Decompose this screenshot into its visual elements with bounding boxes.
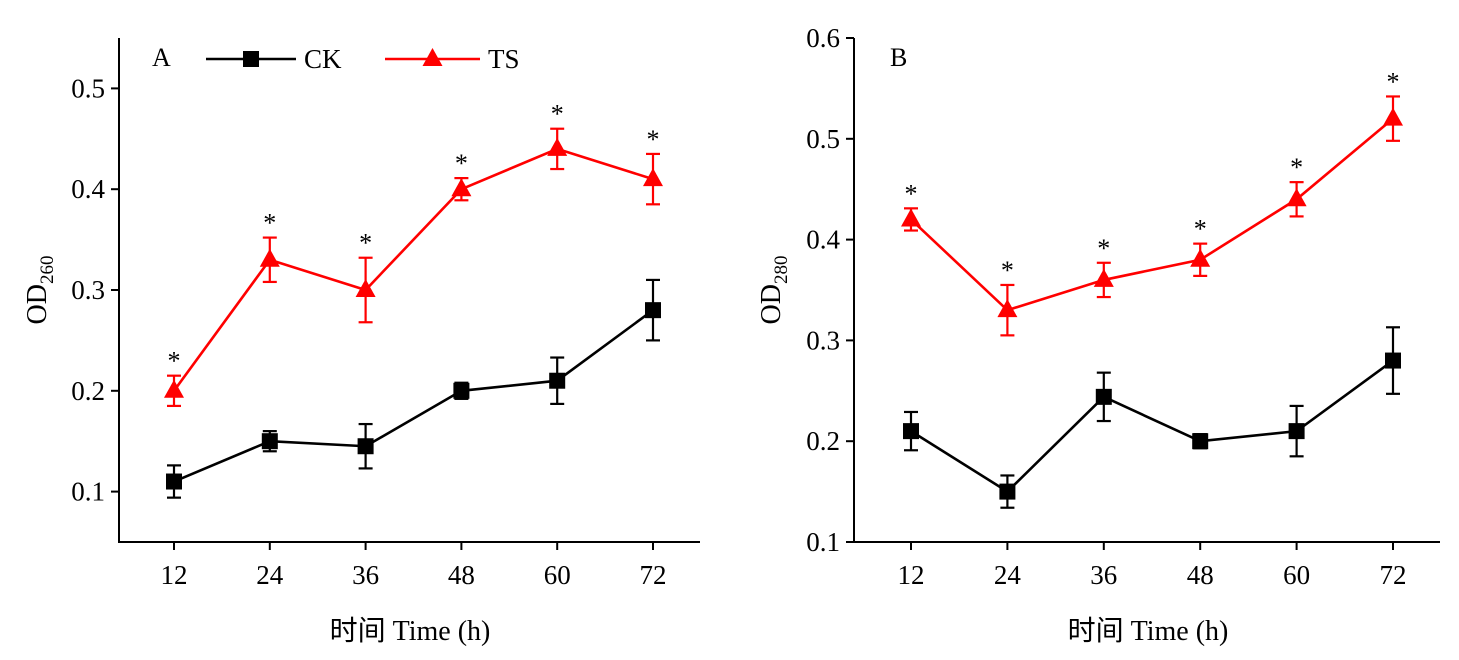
panel-a-significance-star: * — [359, 229, 372, 258]
panel-b: 0.1 0.2 0.3 0.4 0.5 0.6 12 24 36 48 60 72 时间 Time (h… — [756, 23, 1440, 647]
legend-marker-ts — [422, 48, 443, 66]
panel-a-x-tick-label: 60 — [544, 560, 571, 590]
panel-b-significance-star: * — [1387, 67, 1400, 96]
panel-b-x-tick-label: 24 — [994, 560, 1022, 590]
panel-b-point-ck — [1192, 433, 1209, 450]
panel-a-point-ck — [453, 382, 470, 399]
panel-b-y-axis-title-base: OD — [756, 284, 787, 324]
panel-a-y-axis-title: OD260 — [22, 256, 58, 325]
panel-b-significance-star: * — [1290, 153, 1303, 182]
panel-a-point-ts — [547, 137, 568, 156]
panel-b-x-tick-label: 48 — [1187, 560, 1214, 590]
panel-a-series-ck — [166, 278, 661, 499]
panel-b-point-ck — [1385, 352, 1401, 369]
panel-a: 0.1 0.2 0.3 0.4 0.5 12 24 36 48 60 72 时间 Time (h) OD… — [22, 38, 700, 647]
panel-a-y-axis-title-sub: 260 — [37, 256, 58, 285]
panel-a-y-tick-label: 0.1 — [71, 477, 105, 507]
panel-b-y-tick-label: 0.4 — [806, 225, 840, 255]
panel-a-point-ck — [166, 473, 182, 490]
panel-a-x-tick-label: 72 — [640, 560, 667, 590]
panel-a-series-ts: * * * * * * — [164, 100, 663, 408]
panel-b-letter: B — [890, 43, 907, 72]
panel-b-y-tick-label: 0.6 — [806, 23, 840, 53]
panel-b-point-ts — [997, 299, 1018, 318]
panel-a-y-tick-label: 0.2 — [71, 376, 105, 406]
panel-b-point-ts — [901, 208, 921, 227]
panel-a-significance-star: * — [168, 347, 181, 376]
panel-b-series-ck — [903, 326, 1401, 509]
legend-label-ck: CK — [304, 44, 342, 74]
panel-a-line-ts — [172, 147, 654, 392]
panel-b-point-ck — [1288, 423, 1305, 440]
panel-b-x-axis-title: 时间 Time (h) — [1068, 615, 1229, 647]
panel-b-significance-star: * — [1001, 256, 1014, 285]
panel-b-line-ck — [910, 359, 1394, 494]
panel-b-point-ts — [1286, 188, 1307, 207]
panel-b-significance-star: * — [1194, 215, 1207, 244]
panel-a-x-tick-label: 12 — [161, 560, 188, 590]
panel-a-point-ts — [259, 248, 280, 267]
panel-a-y-tick-label: 0.4 — [71, 174, 105, 204]
panel-b-x-tick-label: 36 — [1090, 560, 1117, 590]
panel-a-point-ts — [164, 379, 184, 398]
panel-a-x-tick-label: 48 — [448, 560, 475, 590]
panel-a-x-axis-title: 时间 Time (h) — [330, 615, 491, 647]
panel-b-y-tick-label: 0.1 — [806, 527, 840, 557]
panel-b-x-tick-label: 60 — [1283, 560, 1310, 590]
panel-b-point-ts — [1383, 107, 1403, 126]
panel-a-legend: CK TS — [206, 44, 520, 74]
panel-a-point-ck — [261, 433, 278, 450]
panel-a-point-ts — [643, 168, 663, 187]
panel-b-point-ck — [999, 483, 1016, 500]
panel-a-significance-star: * — [551, 100, 564, 129]
panel-a-significance-star: * — [263, 209, 276, 238]
panel-a-letter: A — [152, 43, 171, 72]
panel-a-significance-star: * — [455, 149, 468, 178]
panel-b-point-ts — [1093, 268, 1114, 287]
panel-b-x-tick-label: 12 — [898, 560, 925, 590]
panel-a-significance-star: * — [647, 125, 660, 154]
legend-label-ts: TS — [488, 44, 520, 74]
panel-a-point-ts — [355, 279, 376, 297]
panel-a-y-tick-label: 0.5 — [71, 73, 105, 103]
panel-a-point-ck — [357, 438, 374, 455]
panel-a-y-tick-label: 0.3 — [71, 275, 105, 305]
panel-b-significance-star: * — [1097, 234, 1110, 263]
panel-b-y-tick-label: 0.2 — [806, 426, 840, 456]
panel-a-point-ts — [451, 178, 472, 197]
panel-b-point-ts — [1190, 248, 1211, 267]
panel-a-line-ck — [173, 309, 654, 483]
panel-b-x-tick-label: 72 — [1380, 560, 1407, 590]
panel-b-point-ck — [1095, 388, 1112, 405]
panel-b-line-ts — [910, 117, 1394, 312]
panel-b-y-tick-label: 0.5 — [806, 124, 840, 154]
panel-b-y-tick-label: 0.3 — [806, 325, 840, 355]
panel-b-point-ck — [903, 423, 919, 440]
panel-a-x-tick-label: 36 — [352, 560, 379, 590]
panel-a-point-ck — [549, 372, 566, 389]
panel-b-y-axis-title-sub: 280 — [771, 256, 792, 285]
panel-a-y-axis-title-base: OD — [22, 284, 53, 324]
panel-b-y-axis-title: OD280 — [756, 256, 792, 325]
legend-marker-ck — [243, 51, 259, 67]
panel-b-series-ts: * * * * * * — [901, 67, 1403, 337]
panel-a-x-tick-label: 24 — [256, 560, 284, 590]
panel-b-significance-star: * — [905, 179, 918, 208]
panel-a-point-ck — [645, 302, 661, 319]
